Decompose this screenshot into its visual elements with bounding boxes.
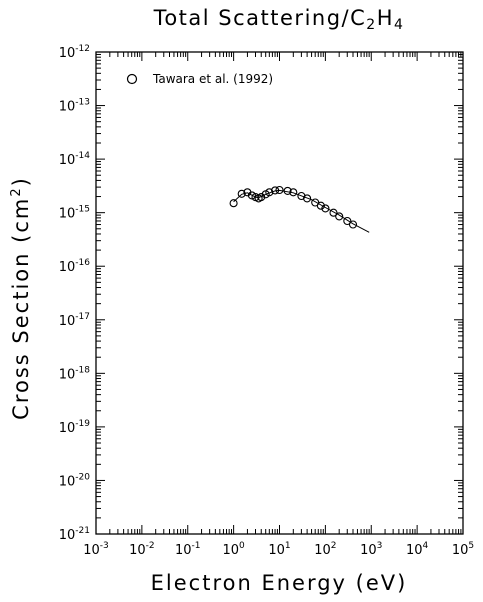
x-tick-label-exp: 3: [377, 541, 383, 551]
data-point: [237, 189, 246, 198]
y-tick-label-exp: -16: [75, 258, 90, 268]
chart-title-sub1: 2: [366, 17, 376, 33]
y-tick-label: 10-18: [59, 365, 91, 382]
data-point: [343, 216, 352, 226]
y-tick-label-base: 10: [59, 260, 76, 275]
x-tick-label-base: 10: [83, 543, 100, 558]
axis-ticks: [95, 51, 464, 535]
x-tick-label-exp: -2: [146, 541, 155, 551]
y-tick-label-exp: -15: [75, 205, 90, 215]
y-tick-label: 10-21: [59, 526, 90, 543]
x-axis-label: Electron Energy (eV): [151, 571, 408, 595]
chart-title: Total Scattering/C2H4: [153, 6, 405, 33]
y-tick-label-exp: -14: [75, 151, 90, 161]
x-tick-label-exp: -3: [100, 541, 109, 551]
y-tick-label-base: 10: [59, 528, 76, 543]
x-tick-label: 103: [360, 541, 382, 558]
x-tick-label-base: 10: [268, 543, 285, 558]
x-tick-label-base: 10: [406, 543, 423, 558]
data-point: [321, 204, 330, 213]
y-axis-label-main: Cross Section (cm: [9, 197, 33, 420]
chart-title-mid: H: [377, 6, 394, 30]
y-axis-label-sup: 2: [9, 186, 24, 196]
y-tick-label-exp: -21: [75, 526, 90, 536]
chart-title-sub2: 4: [394, 17, 404, 33]
x-tick-label-base: 10: [222, 543, 239, 558]
y-tick-label-exp: -19: [75, 419, 90, 429]
y-tick-label: 10-12: [59, 44, 90, 61]
x-tick-label: 104: [406, 541, 429, 558]
x-tick-label-exp: 1: [285, 541, 291, 551]
x-tick-label: 102: [314, 541, 336, 558]
y-tick-label-base: 10: [59, 314, 76, 329]
data-point: [283, 186, 292, 195]
data-point: [229, 199, 238, 208]
x-tick-label-base: 10: [314, 543, 331, 558]
x-tick-label-exp: -1: [192, 541, 201, 551]
x-tick-label: 101: [268, 541, 290, 558]
y-tick-label: 10-17: [59, 312, 90, 329]
y-tick-label-base: 10: [59, 474, 76, 489]
data-point: [265, 188, 274, 197]
data-point: [271, 186, 280, 195]
tick-labels: 10-3 10-2 10-1 100 101 102 103 104 10510-1210-13…: [59, 44, 474, 558]
data-point: [257, 193, 266, 202]
x-tick-label-base: 10: [452, 543, 469, 558]
x-tick-label-exp: 4: [423, 541, 429, 551]
x-tick-label-exp: 2: [331, 541, 337, 551]
y-tick-label: 10-19: [59, 419, 91, 436]
y-tick-label: 10-15: [59, 205, 90, 222]
x-tick-label: 10-2: [129, 541, 155, 558]
y-tick-label: 10-14: [59, 151, 91, 168]
y-axis-label: Cross Section (cm2): [9, 176, 33, 420]
data-point: [316, 201, 325, 210]
legend-label: Tawara et al. (1992): [152, 72, 273, 86]
y-tick-label-exp: -20: [75, 472, 90, 482]
x-tick-label-base: 10: [175, 543, 192, 558]
data-point: [335, 212, 344, 221]
y-tick-label-base: 10: [59, 100, 76, 115]
x-tick-label: 10-3: [83, 541, 109, 558]
y-tick-label: 10-13: [59, 98, 90, 115]
data-point: [303, 194, 312, 203]
x-tick-label: 105: [452, 541, 474, 558]
data-point: [275, 185, 284, 195]
y-tick-label-exp: -12: [75, 44, 90, 54]
legend-marker-open-circle: [126, 73, 138, 85]
y-tick-label-base: 10: [59, 46, 76, 61]
fit-line: [233, 189, 370, 233]
y-tick-label-exp: -17: [75, 312, 90, 322]
legend: Tawara et al. (1992): [126, 72, 273, 86]
plot-frame: [95, 51, 464, 535]
x-tick-label-exp: 5: [468, 541, 474, 551]
y-tick-label-base: 10: [59, 153, 76, 168]
y-tick-label-base: 10: [59, 207, 76, 222]
y-tick-label: 10-16: [59, 258, 91, 275]
x-tick-label: 10-1: [175, 541, 201, 558]
x-tick-label: 100: [222, 541, 245, 558]
x-tick-label-base: 10: [360, 543, 377, 558]
y-tick-label-base: 10: [59, 367, 76, 382]
y-tick-label-exp: -13: [75, 98, 90, 108]
x-tick-label-exp: 0: [239, 541, 245, 551]
data-points: [229, 185, 358, 229]
data-point: [348, 220, 358, 229]
y-tick-label-base: 10: [59, 421, 76, 436]
y-axis-label-close: ): [9, 176, 33, 186]
data-point: [289, 188, 298, 197]
x-tick-label-base: 10: [129, 543, 146, 558]
fit-lines: [233, 189, 370, 233]
chart-title-main: Total Scattering/C: [153, 6, 367, 30]
y-tick-label-exp: -18: [75, 365, 90, 375]
data-point: [329, 208, 338, 217]
y-tick-label: 10-20: [59, 472, 91, 489]
